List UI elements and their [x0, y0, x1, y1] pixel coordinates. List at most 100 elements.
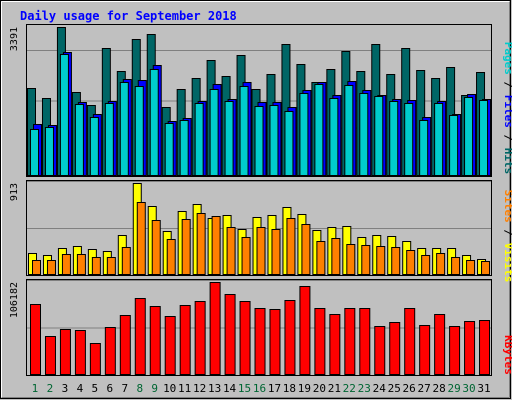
- bar-pages-day-30: [464, 97, 474, 176]
- bar-pages-day-18: [284, 111, 294, 176]
- bar-pages-day-28: [434, 103, 444, 176]
- bar-pages-day-31: [479, 100, 489, 176]
- bar-pages-day-21: [329, 98, 339, 176]
- bar-kbytes-day-21: [329, 314, 341, 375]
- day-label-22: 22: [343, 382, 356, 395]
- day-label-5: 5: [92, 382, 99, 395]
- bar-kbytes-day-15: [239, 301, 251, 375]
- legend-separator-3: /: [502, 223, 512, 243]
- y-axis-max-label: 913: [9, 183, 20, 201]
- hits-files-pages-panel: 3391: [9, 24, 492, 177]
- bar-sites-day-9: [151, 220, 161, 275]
- day-label-20: 20: [313, 382, 326, 395]
- bar-kbytes-day-16: [254, 308, 266, 375]
- bar-pages-day-14: [224, 101, 234, 176]
- day-label-1: 1: [32, 382, 39, 395]
- bar-sites-day-19: [301, 224, 311, 275]
- bar-sites-day-12: [196, 213, 206, 275]
- bar-pages-day-3: [59, 54, 69, 176]
- bar-sites-day-6: [106, 257, 116, 275]
- bar-sites-day-16: [256, 227, 266, 275]
- bar-pages-day-9: [149, 69, 159, 176]
- day-label-24: 24: [373, 382, 387, 395]
- legend-separator-2: /: [502, 128, 512, 148]
- bar-sites-day-21: [331, 238, 341, 275]
- bar-pages-day-16: [254, 106, 264, 176]
- bar-kbytes-day-23: [359, 308, 371, 375]
- legend-visits: Visits: [502, 243, 512, 283]
- bar-sites-day-15: [241, 237, 251, 275]
- legend-separator-1: /: [502, 75, 512, 95]
- bar-pages-day-17: [269, 105, 279, 176]
- bar-pages-day-12: [194, 103, 204, 176]
- bar-sites-day-31: [481, 261, 491, 275]
- bar-kbytes-day-31: [479, 320, 491, 375]
- bar-kbytes-day-3: [59, 329, 71, 375]
- day-label-3: 3: [62, 382, 69, 395]
- day-label-17: 17: [268, 382, 281, 395]
- kbytes-panel: 106182: [9, 279, 492, 376]
- bar-kbytes-day-12: [194, 301, 206, 375]
- bar-kbytes-day-4: [74, 330, 86, 375]
- bar-sites-day-26: [406, 250, 416, 275]
- day-label-13: 13: [208, 382, 221, 395]
- bar-sites-day-18: [286, 218, 296, 275]
- bar-pages-day-1: [30, 129, 39, 176]
- day-label-30: 30: [462, 382, 475, 395]
- day-label-10: 10: [163, 382, 176, 395]
- legend-kbytes: KBytes: [502, 335, 512, 375]
- bar-sites-day-24: [376, 246, 386, 275]
- day-label-21: 21: [328, 382, 341, 395]
- bar-pages-day-7: [119, 82, 129, 176]
- bar-sites-day-27: [421, 255, 431, 275]
- bar-pages-day-5: [89, 117, 99, 176]
- bar-sites-day-5: [91, 257, 101, 275]
- day-label-6: 6: [107, 382, 114, 395]
- bar-kbytes-day-24: [374, 326, 386, 375]
- day-label-12: 12: [193, 382, 206, 395]
- bar-pages-day-26: [404, 103, 414, 176]
- bar-pages-day-10: [164, 123, 174, 176]
- bar-pages-day-22: [344, 85, 354, 176]
- day-label-2: 2: [47, 382, 54, 395]
- bar-sites-day-30: [466, 260, 476, 275]
- bar-sites-day-29: [451, 257, 461, 275]
- day-label-14: 14: [223, 382, 237, 395]
- bar-kbytes-day-20: [314, 308, 326, 375]
- bar-pages-day-6: [104, 103, 114, 176]
- bar-kbytes-day-13: [209, 282, 221, 375]
- visits-sites-panel: 913: [9, 180, 492, 276]
- bar-sites-day-14: [226, 227, 236, 275]
- bar-kbytes-day-8: [134, 298, 146, 375]
- day-label-27: 27: [418, 382, 431, 395]
- bar-kbytes-day-18: [284, 300, 296, 375]
- bar-pages-day-4: [74, 104, 84, 176]
- day-label-15: 15: [238, 382, 251, 395]
- bar-pages-day-23: [359, 93, 369, 176]
- bar-sites-day-1: [32, 260, 41, 275]
- day-label-11: 11: [178, 382, 191, 395]
- legend-pages: Pages: [502, 42, 512, 75]
- bar-sites-day-10: [166, 239, 176, 275]
- day-label-18: 18: [283, 382, 296, 395]
- bar-pages-day-25: [389, 101, 399, 176]
- bar-kbytes-day-29: [449, 326, 461, 375]
- bar-kbytes-day-19: [299, 286, 311, 375]
- legend-hits-files-pages: Pages / Files / Hits: [502, 42, 512, 175]
- legend-sites: Sites: [502, 190, 512, 223]
- bar-sites-day-11: [181, 219, 191, 275]
- bar-sites-day-7: [121, 247, 131, 275]
- bar-kbytes-day-7: [119, 315, 131, 375]
- day-label-28: 28: [432, 382, 445, 395]
- bar-kbytes-day-26: [404, 308, 416, 375]
- bar-kbytes-day-14: [224, 294, 236, 375]
- bar-sites-day-4: [76, 254, 86, 275]
- bar-pages-day-24: [374, 96, 384, 176]
- bar-sites-day-8: [136, 202, 146, 275]
- day-label-4: 4: [77, 382, 84, 395]
- legend-files: Files: [502, 95, 512, 128]
- day-label-8: 8: [136, 382, 143, 395]
- legend-hits: Hits: [502, 148, 512, 175]
- bar-kbytes-day-2: [44, 336, 56, 375]
